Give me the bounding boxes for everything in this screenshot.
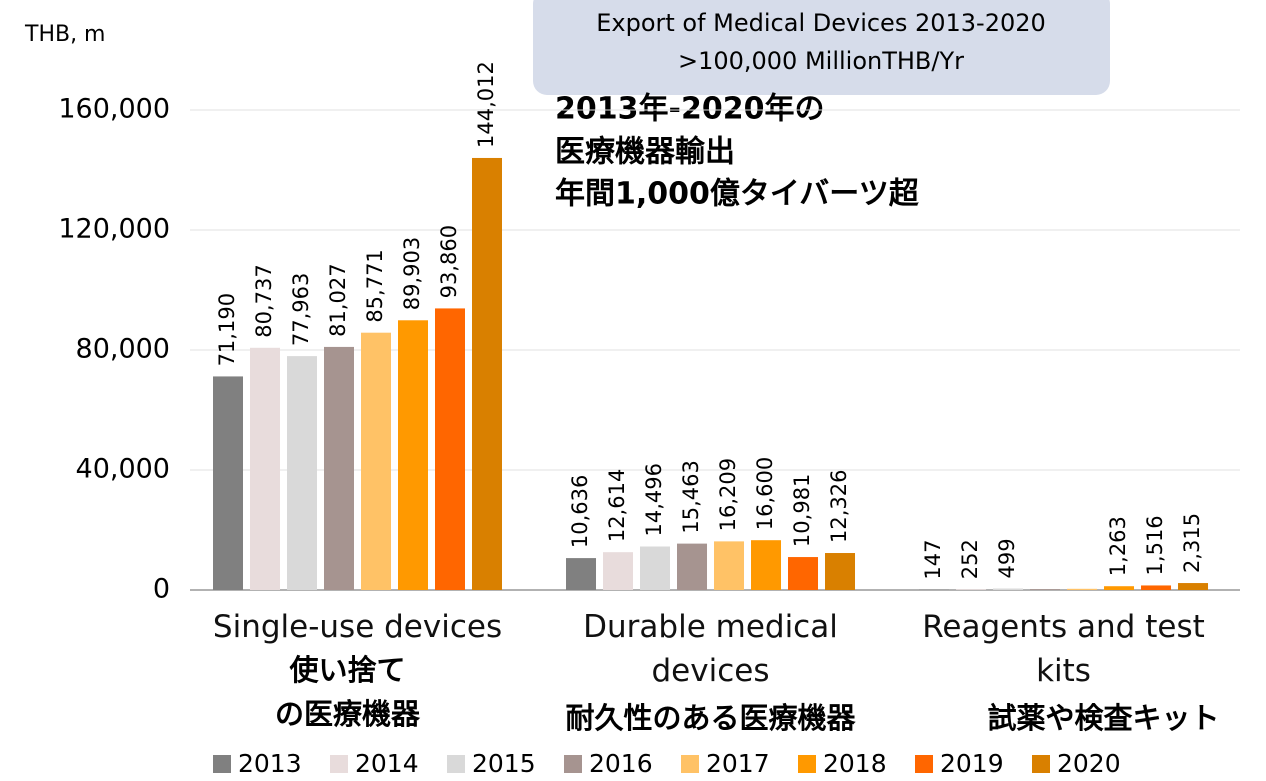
data-label: 499	[995, 538, 1019, 578]
chart-subtitle: >100,000 MillionTHB/Yr	[678, 47, 964, 75]
data-label: 10,981	[790, 474, 814, 547]
data-label: 89,903	[400, 237, 424, 310]
x-tick-label: Reagents and test kits	[922, 609, 1205, 689]
y-tick-label: 80,000	[76, 334, 170, 365]
bar	[603, 552, 634, 590]
y-tick-label: 40,000	[76, 454, 170, 485]
legend-swatch	[564, 755, 582, 773]
bar	[435, 308, 465, 590]
y-tick-label: 160,000	[58, 94, 170, 125]
bar	[825, 553, 856, 590]
legend-label: 2018	[823, 749, 887, 778]
legend-swatch	[915, 755, 933, 773]
y-axis-label: THB, m	[24, 22, 106, 47]
data-label: 12,326	[827, 470, 851, 543]
data-label: 71,190	[215, 293, 239, 366]
data-label: 2,315	[1180, 513, 1204, 573]
bar	[361, 332, 391, 590]
data-label: 77,963	[289, 273, 313, 346]
legend-label: 2016	[589, 749, 653, 778]
bar	[1067, 588, 1098, 590]
legend-swatch	[798, 755, 816, 773]
bar	[714, 541, 745, 590]
data-label: 252	[958, 539, 982, 579]
legend-label: 2020	[1057, 749, 1121, 778]
data-label: 1,263	[1106, 516, 1130, 576]
annotation: 医療機器輸出	[555, 135, 735, 170]
bar	[1178, 583, 1209, 590]
data-label: 144,012	[474, 61, 498, 148]
x-tick-label: Durable medical devices	[583, 609, 838, 689]
y-tick-label: 120,000	[58, 214, 170, 245]
bar	[250, 347, 280, 590]
bar	[993, 588, 1024, 590]
category-sublabel: 使い捨て	[288, 653, 405, 687]
data-label: 81,027	[326, 263, 350, 336]
legend-swatch	[213, 755, 231, 773]
bar	[1104, 586, 1135, 590]
annotation: 年間1,000億タイバーツ超	[555, 177, 920, 212]
bar	[566, 558, 597, 590]
data-label: 12,614	[605, 469, 629, 542]
legend-swatch	[447, 755, 465, 773]
data-label: 16,209	[716, 458, 740, 531]
bar	[640, 546, 671, 590]
legend-label: 2014	[355, 749, 419, 778]
bar	[324, 346, 354, 590]
category-sublabel: 試薬や検査キット	[988, 701, 1220, 735]
annotation: 2013年-2020年の	[555, 92, 824, 127]
bar	[751, 540, 782, 590]
bar	[1141, 585, 1172, 590]
bar	[956, 589, 987, 590]
data-label: 10,636	[568, 475, 592, 548]
bar	[398, 320, 428, 590]
chart-title: Export of Medical Devices 2013-2020	[596, 9, 1046, 37]
legend-label: 2019	[940, 749, 1004, 778]
data-label: 147	[921, 539, 945, 579]
bar	[213, 376, 243, 590]
legend-label: 2015	[472, 749, 536, 778]
bar	[788, 557, 819, 590]
legend-label: 2017	[706, 749, 770, 778]
legend-swatch	[1032, 755, 1050, 773]
legend-label: 2013	[238, 749, 302, 778]
legend-swatch	[330, 755, 348, 773]
data-label: 1,516	[1143, 515, 1167, 575]
bar	[677, 543, 708, 590]
data-label: 16,600	[753, 457, 777, 530]
title-box	[533, 0, 1110, 95]
data-label: 15,463	[679, 460, 703, 533]
bar	[1030, 589, 1061, 590]
data-label: 93,860	[437, 225, 461, 298]
category-sublabel: の医療機器	[275, 697, 421, 731]
bar	[472, 157, 502, 591]
category-sublabel: 耐久性のある医療機器	[566, 701, 857, 735]
data-label: 80,737	[252, 264, 276, 337]
data-label: 85,771	[363, 249, 387, 322]
y-tick-label: 0	[153, 574, 170, 605]
bar	[287, 356, 317, 590]
legend-swatch	[681, 755, 699, 773]
x-tick-label: Single-use devices	[212, 609, 503, 645]
data-label: 14,496	[642, 463, 666, 536]
